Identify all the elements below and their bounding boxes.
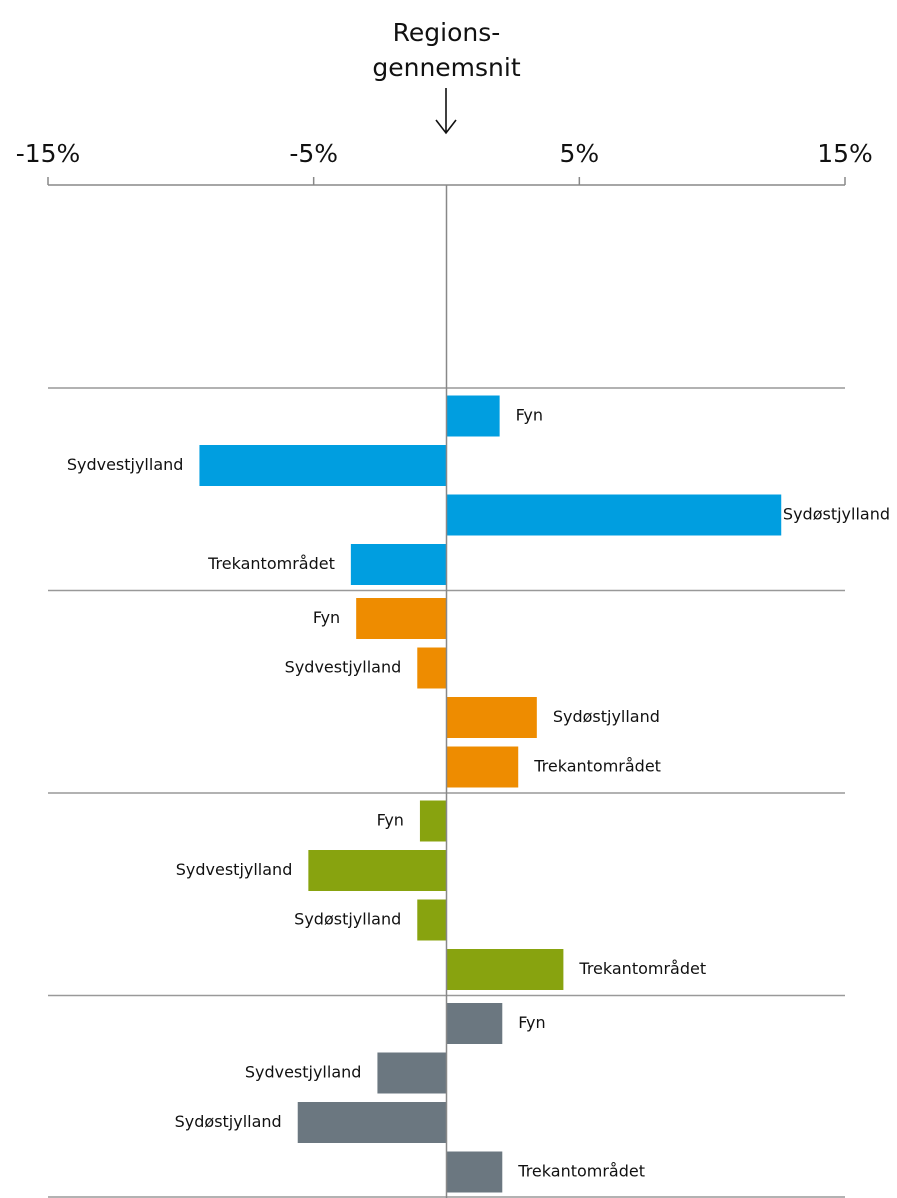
- annotation-arrow: [435, 88, 457, 135]
- bar-label: Fyn: [516, 406, 543, 425]
- bar: [417, 647, 447, 689]
- x-tick-label: 5%: [559, 139, 599, 168]
- bar: [446, 1003, 503, 1044]
- bar-label: Sydvestjylland: [67, 455, 184, 474]
- bar-label: Trekantområdet: [533, 757, 661, 776]
- bar: [419, 800, 447, 842]
- bar-label: Trekantområdet: [578, 959, 706, 978]
- bar: [377, 1052, 447, 1094]
- bar-label: Sydvestjylland: [285, 658, 402, 677]
- annotation: gennemsnit: [372, 53, 520, 82]
- x-tick-label: 15%: [817, 139, 873, 168]
- x-tick-label: -5%: [289, 139, 338, 168]
- bar: [446, 697, 537, 738]
- bar: [308, 850, 447, 891]
- bar-label: Sydøstjylland: [553, 707, 660, 726]
- bar: [417, 899, 447, 941]
- bar-label: Sydvestjylland: [176, 860, 293, 879]
- bar-label: Fyn: [313, 608, 340, 627]
- bar: [356, 598, 447, 639]
- bar: [297, 1102, 447, 1143]
- bar: [350, 544, 447, 585]
- x-tick-label: -15%: [16, 139, 81, 168]
- bar-label: Trekantområdet: [517, 1162, 645, 1181]
- bar-label: Fyn: [518, 1013, 545, 1032]
- bar: [446, 395, 500, 437]
- bar: [446, 746, 519, 788]
- bar: [446, 494, 782, 536]
- bar-label: Trekantområdet: [207, 554, 335, 573]
- bar-label: Sydvestjylland: [245, 1063, 362, 1082]
- bar: [446, 949, 564, 990]
- bar: [199, 445, 447, 486]
- bar: [446, 1151, 503, 1193]
- bar-label: Sydøstjylland: [294, 910, 401, 929]
- bar-label: Sydøstjylland: [175, 1112, 282, 1131]
- bar-label: Sydøstjylland: [783, 505, 890, 524]
- bar-label: Fyn: [377, 811, 404, 830]
- annotation: Regions-: [393, 18, 501, 47]
